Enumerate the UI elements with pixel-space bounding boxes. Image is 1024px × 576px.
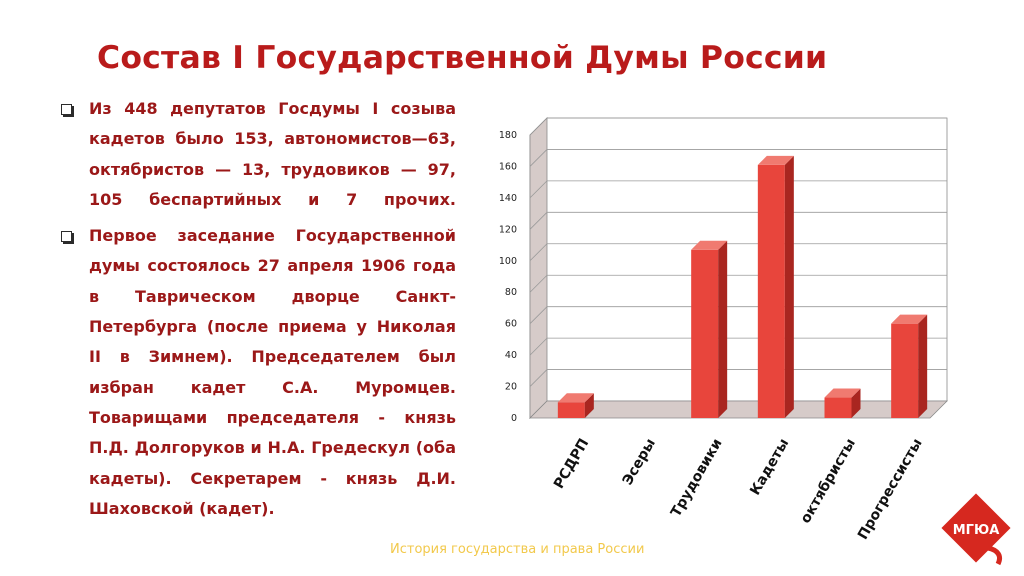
university-logo: МГЮА [932, 488, 1018, 568]
bar-side [584, 393, 594, 418]
bullet-text: Первое заседание Государственной думы со… [89, 226, 456, 518]
bar [557, 402, 585, 418]
checkbox-icon [61, 231, 72, 243]
chart-side-wall [529, 117, 548, 419]
y-tick-label: 60 [505, 319, 517, 330]
y-tick-label: 100 [499, 256, 517, 267]
y-tick-label: 0 [511, 413, 517, 424]
x-tick-label: Трудовики [668, 436, 726, 520]
bullet-text: Из 448 депутатов Госдумы I созыва кадето… [89, 99, 456, 209]
bar-side [718, 240, 728, 418]
gridline [529, 149, 947, 167]
x-tick-label: Эсеры [620, 436, 659, 488]
gridline [529, 337, 947, 356]
bar-side [851, 388, 861, 418]
bar-top [557, 393, 594, 403]
gridline [529, 117, 947, 136]
bar [757, 164, 785, 418]
y-tick-label: 80 [505, 287, 517, 298]
bullet-list: Из 448 депутатов Госдумы I созыва кадето… [60, 94, 456, 524]
bullet-item: Первое заседание Государственной думы со… [60, 221, 456, 524]
gridline [529, 274, 947, 293]
bullet-item: Из 448 депутатов Госдумы I созыва кадето… [60, 94, 456, 215]
logo-diamond [938, 490, 1014, 566]
y-tick-label: 20 [505, 382, 517, 393]
x-tick-label: РСДРП [551, 436, 592, 492]
chart-back-wall [529, 117, 948, 419]
y-tick-label: 160 [499, 161, 517, 172]
x-tick-label: Прогрессисты [855, 436, 926, 542]
slide-title: Состав I Государственной Думы России [97, 40, 828, 76]
bar-side [784, 155, 794, 418]
y-tick-label: 120 [499, 224, 517, 235]
gridline [529, 211, 947, 230]
x-tick-label: Кадеты [747, 436, 792, 498]
gridline [529, 180, 947, 199]
checkbox-icon [61, 104, 72, 115]
logo-text: МГЮА [953, 523, 1000, 538]
gridline [529, 243, 947, 262]
x-tick-label: октябристы [798, 436, 859, 526]
y-tick-label: 140 [499, 193, 517, 204]
logo-swoosh [987, 545, 1003, 566]
bar-top [757, 155, 794, 165]
bar-top [891, 314, 928, 324]
gridline [529, 369, 947, 387]
gridline [529, 306, 947, 324]
bar [891, 323, 919, 418]
bar [691, 249, 719, 418]
bar-top [691, 240, 728, 250]
y-tick-label: 40 [505, 350, 517, 361]
bar-top [824, 388, 861, 398]
bar-side [918, 314, 928, 418]
bar [824, 397, 852, 418]
footer-text: История государства и права России [390, 542, 645, 557]
y-tick-label: 180 [499, 130, 517, 141]
